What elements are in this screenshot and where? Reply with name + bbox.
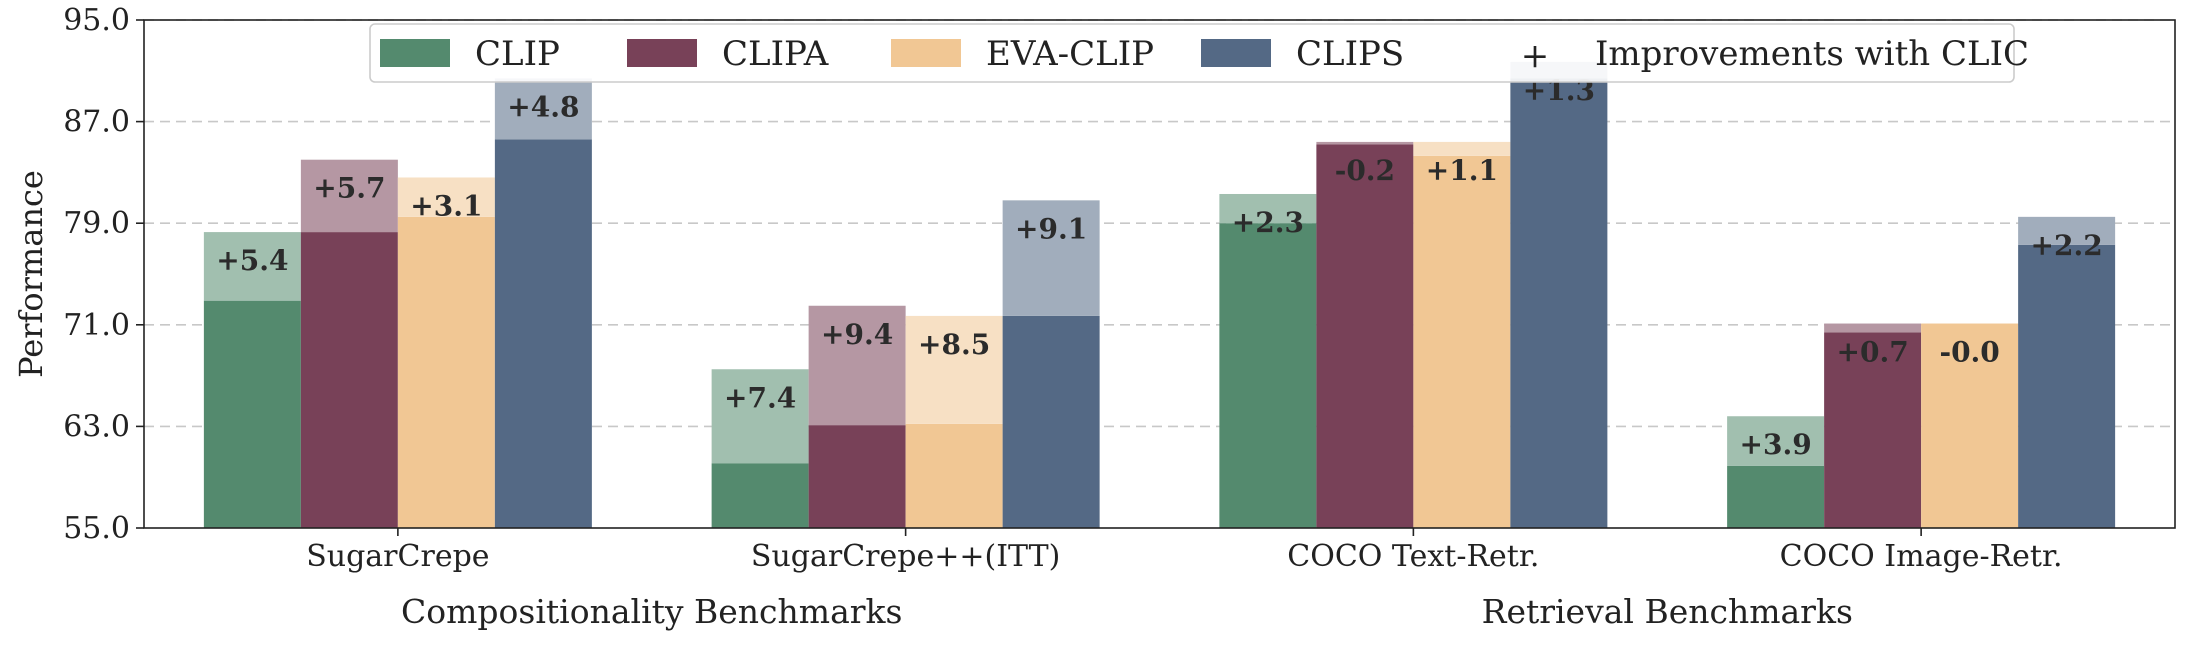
legend-swatch bbox=[1201, 39, 1271, 67]
bar-improvement-label: +0.7 bbox=[1837, 336, 1909, 369]
y-tick-label: 95.0 bbox=[63, 3, 130, 38]
bar-improvement bbox=[1413, 141, 1511, 156]
bar-improvement bbox=[1824, 323, 1922, 333]
bar-improvement bbox=[1316, 141, 1414, 145]
bar-improvement-label: +7.4 bbox=[724, 381, 796, 414]
bar-improvement bbox=[1219, 193, 1317, 224]
bar-improvement-label: +2.3 bbox=[1232, 206, 1304, 239]
x-axis-ticks: SugarCrepe SugarCrepe++(ITT) COCO Text-Ret… bbox=[306, 528, 2063, 574]
bar-improvement bbox=[494, 78, 592, 140]
legend-label: CLIP bbox=[475, 34, 560, 74]
legend-label: CLIPS bbox=[1296, 34, 1404, 74]
bar-improvement-label: +2.2 bbox=[2031, 229, 2103, 262]
y-axis-label: Performance bbox=[12, 170, 50, 378]
bar-improvement-label: -0.0 bbox=[1939, 336, 1999, 369]
y-tick-label: 63.0 bbox=[63, 409, 130, 444]
legend-swatch bbox=[891, 39, 961, 67]
legend-label: CLIPA bbox=[722, 34, 829, 74]
y-tick-label: 87.0 bbox=[63, 105, 130, 140]
y-axis-ticks: 55.0 63.0 71.0 79.0 87.0 95.0 bbox=[63, 3, 144, 546]
bar-improvement bbox=[1727, 416, 1825, 466]
category-group-labels: Compositionality Benchmarks Retrieval Ben… bbox=[401, 592, 1853, 631]
x-tick-label: SugarCrepe bbox=[306, 539, 489, 574]
bar-improvement bbox=[2018, 216, 2116, 245]
bar-base bbox=[203, 300, 301, 528]
bar-base bbox=[711, 463, 809, 528]
bar-improvement bbox=[1002, 200, 1100, 316]
legend-frame bbox=[369, 23, 2015, 83]
bar-improvement bbox=[711, 369, 809, 464]
bar-improvement-label: +4.8 bbox=[507, 90, 579, 123]
bar-base bbox=[1413, 155, 1511, 528]
bar-base bbox=[1824, 332, 1922, 528]
bar-improvement-label: +9.4 bbox=[821, 318, 893, 351]
legend-plus-marker: + bbox=[1521, 36, 1550, 76]
legend: CLIP CLIPA EVA-CLIP CLIPS + Improvements with… bbox=[369, 23, 2029, 83]
bar-improvement-label: +5.7 bbox=[313, 172, 385, 205]
legend-label: Improvements with CLIC bbox=[1595, 34, 2029, 74]
y-tick-label: 71.0 bbox=[63, 308, 130, 343]
bar-improvement bbox=[905, 315, 1003, 424]
bar-base bbox=[494, 139, 592, 528]
legend-swatch bbox=[627, 39, 697, 67]
x-tick-label: COCO Text-Retr. bbox=[1287, 539, 1539, 574]
bar-improvement bbox=[397, 177, 495, 217]
bar-improvement-label: +9.1 bbox=[1015, 212, 1087, 245]
bar-base bbox=[808, 425, 906, 528]
bar-improvement bbox=[203, 232, 301, 301]
bars bbox=[203, 61, 2116, 529]
bar-improvement bbox=[808, 305, 906, 426]
x-tick-label: SugarCrepe++(ITT) bbox=[751, 539, 1060, 574]
bar-base bbox=[1921, 323, 2019, 528]
bar-base bbox=[300, 232, 398, 528]
bar-improvement bbox=[300, 159, 398, 233]
bar-improvement-label: +3.1 bbox=[410, 189, 482, 222]
y-tick-label: 79.0 bbox=[63, 206, 130, 241]
category-group-label: Compositionality Benchmarks bbox=[401, 592, 902, 631]
plot-frame bbox=[143, 19, 2176, 529]
bar-base bbox=[2018, 244, 2116, 529]
bar-base bbox=[397, 216, 495, 528]
bar-improvement-label: +5.4 bbox=[216, 244, 288, 277]
legend-swatch bbox=[380, 39, 450, 67]
bar-base bbox=[1510, 78, 1608, 529]
bar-base bbox=[1316, 144, 1414, 528]
bar-base bbox=[905, 423, 1003, 528]
bar-improvement-label: +8.5 bbox=[918, 328, 990, 361]
bar-labels: +5.4 +5.7 +3.1 +4.8 +7.4 +9.4 +8.5 +9.1 +2.3 -0.2… bbox=[216, 74, 2102, 461]
x-tick-label: COCO Image-Retr. bbox=[1780, 539, 2063, 574]
y-tick-label: 55.0 bbox=[63, 511, 130, 546]
bar-base bbox=[1002, 315, 1100, 528]
bar-improvement-label: +1.1 bbox=[1426, 154, 1498, 187]
bar-improvement-label: +3.9 bbox=[1740, 428, 1812, 461]
legend-label: EVA-CLIP bbox=[986, 34, 1154, 74]
bar-base bbox=[1727, 465, 1825, 528]
bar-base bbox=[1219, 223, 1317, 528]
bar-improvement-label: -0.2 bbox=[1335, 154, 1395, 187]
category-group-label: Retrieval Benchmarks bbox=[1482, 592, 1853, 631]
